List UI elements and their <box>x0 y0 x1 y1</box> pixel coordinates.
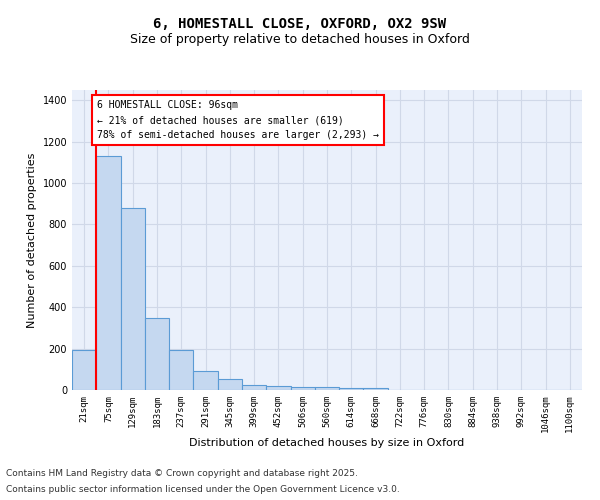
Bar <box>72 350 96 390</box>
Text: Contains public sector information licensed under the Open Government Licence v3: Contains public sector information licen… <box>6 485 400 494</box>
Bar <box>266 386 290 390</box>
Bar <box>169 350 193 390</box>
Bar <box>121 208 145 390</box>
Text: 6, HOMESTALL CLOSE, OXFORD, OX2 9SW: 6, HOMESTALL CLOSE, OXFORD, OX2 9SW <box>154 18 446 32</box>
Text: 6 HOMESTALL CLOSE: 96sqm
← 21% of detached houses are smaller (619)
78% of semi-: 6 HOMESTALL CLOSE: 96sqm ← 21% of detach… <box>97 100 379 140</box>
Bar <box>96 156 121 390</box>
Bar <box>218 378 242 390</box>
Text: Size of property relative to detached houses in Oxford: Size of property relative to detached ho… <box>130 32 470 46</box>
Bar <box>339 388 364 390</box>
Bar <box>193 372 218 390</box>
Bar <box>242 385 266 390</box>
Bar <box>290 387 315 390</box>
Y-axis label: Number of detached properties: Number of detached properties <box>27 152 37 328</box>
Bar <box>364 388 388 390</box>
Bar <box>145 318 169 390</box>
X-axis label: Distribution of detached houses by size in Oxford: Distribution of detached houses by size … <box>190 438 464 448</box>
Bar <box>315 387 339 390</box>
Text: Contains HM Land Registry data © Crown copyright and database right 2025.: Contains HM Land Registry data © Crown c… <box>6 468 358 477</box>
